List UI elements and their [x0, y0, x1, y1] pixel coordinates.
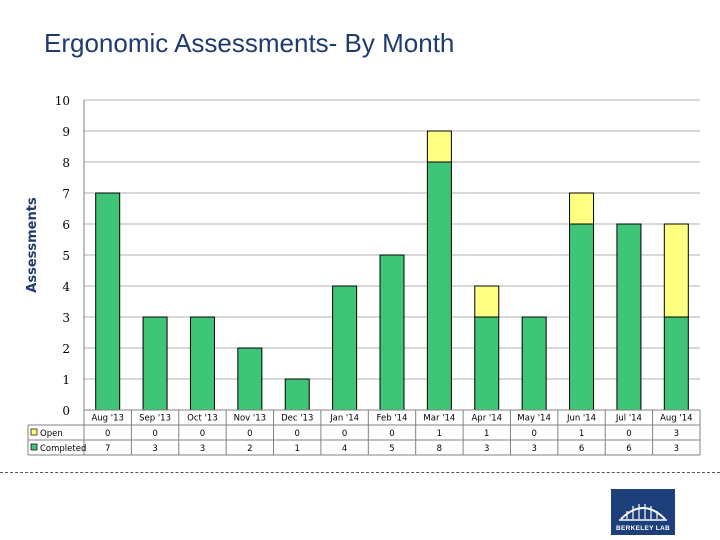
data-label-completed: 3 — [674, 444, 679, 454]
bar-completed — [663, 316, 689, 411]
x-tick-label: Jun '14 — [566, 414, 596, 424]
bar-open — [569, 192, 595, 225]
x-tick-label: Apr '14 — [471, 414, 502, 424]
bar-completed — [379, 254, 405, 411]
bar-completed — [616, 223, 642, 411]
y-tick-label: 8 — [62, 156, 70, 170]
legend-label-completed: Completed — [40, 444, 86, 454]
data-label-completed: 3 — [200, 444, 205, 454]
bar-completed — [474, 316, 500, 411]
bar-completed — [95, 192, 121, 411]
legend-label-open: Open — [40, 429, 63, 439]
x-tick-label: Jul '14 — [615, 414, 642, 424]
data-label-open: 0 — [247, 429, 252, 439]
data-label-completed: 3 — [484, 444, 489, 454]
legend-swatch-open — [30, 428, 38, 436]
data-label-open: 1 — [437, 429, 442, 439]
data-label-completed: 6 — [579, 444, 584, 454]
data-label-completed: 5 — [389, 444, 394, 454]
y-tick-label: 2 — [62, 342, 70, 356]
bar-completed — [426, 161, 452, 411]
page-title: Ergonomic Assessments- By Month — [44, 28, 455, 58]
data-label-open: 1 — [579, 429, 584, 439]
data-label-open: 0 — [105, 429, 110, 439]
data-label-open: 0 — [200, 429, 205, 439]
footer-divider — [0, 472, 720, 473]
bar-completed — [189, 316, 215, 411]
data-label-open: 0 — [295, 429, 300, 439]
data-label-completed: 1 — [295, 444, 300, 454]
logo-text: BERKELEY LAB — [615, 525, 671, 532]
x-tick-label: Dec '13 — [281, 414, 313, 424]
x-tick-label: Oct '13 — [187, 414, 218, 424]
bar-open — [663, 223, 689, 318]
y-tick-label: 5 — [62, 249, 70, 263]
data-label-open: 0 — [152, 429, 157, 439]
bar-completed — [521, 316, 547, 411]
y-tick-label: 9 — [62, 125, 70, 139]
x-tick-label: Jan '14 — [329, 414, 359, 424]
data-label-open: 0 — [389, 429, 394, 439]
y-tick-label: 6 — [62, 218, 70, 232]
bar-completed — [142, 316, 168, 411]
x-tick-label: Sep '13 — [139, 414, 171, 424]
x-tick-label: May '14 — [517, 414, 550, 424]
y-tick-label: 3 — [62, 311, 70, 325]
bar-completed — [569, 223, 595, 411]
bar-completed — [237, 347, 263, 411]
x-tick-label: Aug '14 — [660, 414, 692, 424]
data-label-completed: 2 — [247, 444, 252, 454]
data-label-completed: 7 — [105, 444, 110, 454]
data-label-completed: 3 — [152, 444, 157, 454]
y-tick-label: 7 — [62, 187, 70, 201]
bar-completed — [332, 285, 358, 411]
data-label-completed: 8 — [437, 444, 442, 454]
bar-completed — [284, 378, 310, 411]
berkeley-lab-logo: BERKELEY LAB — [611, 489, 675, 535]
x-tick-label: Nov '13 — [234, 414, 266, 424]
data-label-open: 0 — [342, 429, 347, 439]
y-tick-label: 4 — [62, 280, 70, 294]
bar-open — [426, 130, 452, 163]
x-tick-label: Feb '14 — [377, 414, 408, 424]
data-label-open: 3 — [674, 429, 679, 439]
y-tick-label: 10 — [55, 94, 70, 108]
data-label-open: 0 — [626, 429, 631, 439]
y-axis-label: Assessments — [25, 197, 40, 293]
y-tick-label: 0 — [62, 404, 70, 418]
data-label-completed: 4 — [342, 444, 347, 454]
data-label-open: 0 — [531, 429, 536, 439]
data-label-completed: 3 — [531, 444, 536, 454]
legend-swatch-completed — [30, 443, 38, 451]
x-tick-label: Aug '13 — [91, 414, 123, 424]
y-tick-label: 1 — [62, 373, 70, 387]
data-label-open: 1 — [484, 429, 489, 439]
bar-open — [474, 285, 500, 318]
data-label-completed: 6 — [626, 444, 631, 454]
x-tick-label: Mar '14 — [423, 414, 455, 424]
